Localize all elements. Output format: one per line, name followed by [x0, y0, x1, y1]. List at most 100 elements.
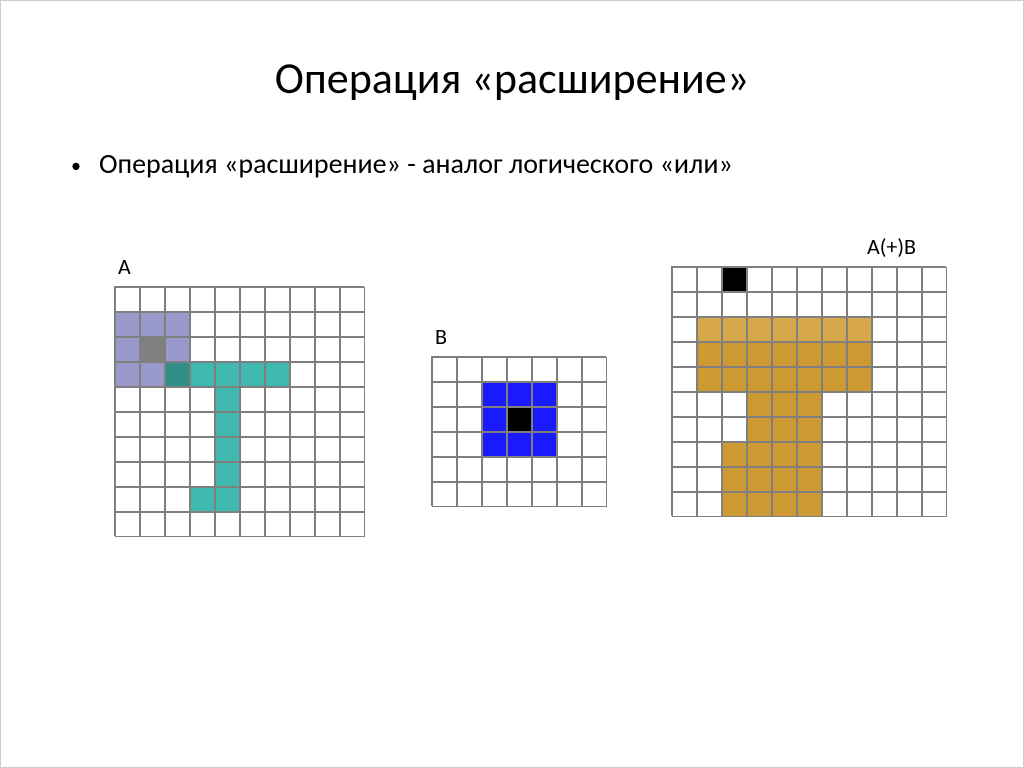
grid-label-c: A(+)B — [671, 233, 946, 260]
grid-cell — [532, 432, 557, 457]
grid-cell — [432, 482, 457, 507]
slide: Операция «расширение» • Операция «расшир… — [0, 0, 1024, 768]
grid-cell — [897, 417, 922, 442]
grid-cell — [697, 317, 722, 342]
grid-cell — [772, 367, 797, 392]
grid-cell — [847, 417, 872, 442]
grid-cell — [672, 442, 697, 467]
grid-cell — [672, 342, 697, 367]
grid-cell — [722, 342, 747, 367]
grid-cell — [872, 292, 897, 317]
grid-cell — [115, 512, 140, 537]
grid-cell — [432, 382, 457, 407]
grid-cell — [340, 487, 365, 512]
grid-cell — [115, 362, 140, 387]
grid-cell — [922, 292, 947, 317]
grid-cell — [797, 392, 822, 417]
grid-cell — [215, 362, 240, 387]
grid-cell — [582, 482, 607, 507]
grid-cell — [847, 267, 872, 292]
grid-cell — [922, 467, 947, 492]
grid-cell — [190, 512, 215, 537]
grid-cell — [722, 467, 747, 492]
grid-cell — [340, 387, 365, 412]
grid-cell — [240, 512, 265, 537]
grid-cell — [457, 482, 482, 507]
grid-cell — [722, 367, 747, 392]
grid-cell — [140, 312, 165, 337]
grid-cell — [215, 387, 240, 412]
grid-cell — [507, 457, 532, 482]
grid-label-b: B — [431, 323, 606, 350]
grid-cell — [557, 407, 582, 432]
grid-cell — [340, 287, 365, 312]
grid-cell — [265, 512, 290, 537]
grid-cell — [872, 267, 897, 292]
grid-a — [114, 286, 364, 536]
grid-cell — [922, 417, 947, 442]
grid-cell — [797, 492, 822, 517]
grid-cell — [922, 342, 947, 367]
grid-cell — [697, 442, 722, 467]
grid-cell — [697, 492, 722, 517]
grid-cell — [115, 287, 140, 312]
grid-cell — [672, 467, 697, 492]
grid-cell — [822, 392, 847, 417]
grid-cell — [672, 317, 697, 342]
grid-cell — [722, 492, 747, 517]
grid-cell — [822, 367, 847, 392]
grid-cell — [482, 482, 507, 507]
grid-cell — [240, 412, 265, 437]
grid-cell — [190, 387, 215, 412]
grid-cell — [722, 292, 747, 317]
grid-cell — [165, 462, 190, 487]
grid-cell — [115, 462, 140, 487]
grid-cell — [190, 312, 215, 337]
grid-block-c: A(+)B — [671, 233, 946, 516]
grid-cell — [772, 292, 797, 317]
grid-cell — [165, 287, 190, 312]
grid-cell — [922, 267, 947, 292]
grid-cell — [215, 487, 240, 512]
grid-cell — [897, 292, 922, 317]
grid-cell — [115, 387, 140, 412]
grid-cell — [772, 342, 797, 367]
grid-cell — [897, 492, 922, 517]
grid-cell — [457, 432, 482, 457]
grid-cell — [847, 367, 872, 392]
grid-cell — [140, 337, 165, 362]
grid-cell — [290, 337, 315, 362]
grid-cell — [747, 292, 772, 317]
grid-cell — [315, 462, 340, 487]
grid-cell — [140, 437, 165, 462]
grid-cell — [747, 392, 772, 417]
grid-c — [671, 266, 946, 516]
grid-cell — [432, 432, 457, 457]
grid-cell — [432, 457, 457, 482]
bullet-icon: • — [71, 153, 81, 180]
grid-cell — [432, 357, 457, 382]
grid-cell — [922, 442, 947, 467]
grid-cell — [507, 432, 532, 457]
grid-cell — [772, 267, 797, 292]
grid-cell — [672, 392, 697, 417]
grid-cell — [747, 267, 772, 292]
grid-cell — [922, 317, 947, 342]
grid-cell — [697, 392, 722, 417]
grid-cell — [290, 387, 315, 412]
grid-cell — [290, 412, 315, 437]
grid-cell — [340, 412, 365, 437]
grid-cell — [290, 287, 315, 312]
grid-cell — [140, 487, 165, 512]
grid-cell — [532, 482, 557, 507]
grid-cell — [140, 362, 165, 387]
grid-cell — [672, 492, 697, 517]
grid-cell — [140, 387, 165, 412]
grid-cell — [215, 312, 240, 337]
grid-cell — [315, 512, 340, 537]
grid-cell — [115, 337, 140, 362]
grid-cell — [582, 357, 607, 382]
grid-cell — [165, 437, 190, 462]
grid-cell — [747, 367, 772, 392]
grid-cell — [747, 442, 772, 467]
